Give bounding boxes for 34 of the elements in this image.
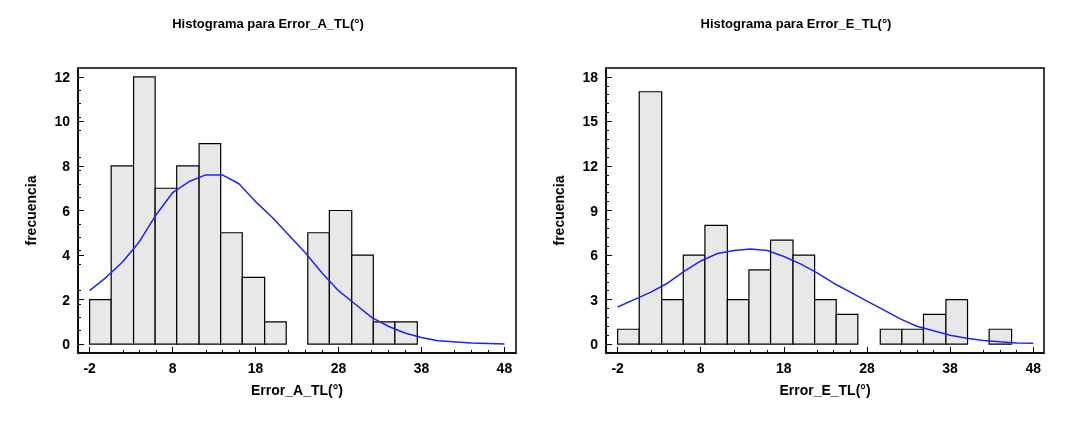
y-tick-label: 6 [590, 247, 599, 264]
y-tick-label: 8 [62, 157, 71, 174]
x-tick-label: 18 [776, 360, 792, 376]
x-tick-label: -2 [83, 360, 97, 376]
chart-title: Histograma para Error_E_TL(°) [700, 16, 892, 31]
x-axis-title: Error_E_TL(°) [779, 382, 871, 398]
chart-title: Histograma para Error_A_TL(°) [172, 16, 364, 31]
y-tick-label: 0 [62, 336, 71, 353]
x-tick-label: 8 [696, 360, 705, 376]
x-axis-title: Error_A_TL(°) [251, 382, 343, 398]
y-tick-label: 3 [590, 291, 599, 308]
x-tick-label: 28 [330, 360, 347, 376]
y-tick-label: 12 [582, 157, 599, 174]
y-axis-title: frecuencia [551, 175, 567, 246]
y-tick-label: 12 [54, 68, 71, 85]
line-series [616, 248, 1034, 345]
x-tick-label: 8 [168, 360, 177, 376]
line-series [88, 174, 506, 345]
x-tick-label: 38 [413, 360, 430, 376]
x-tick-label: 48 [1025, 360, 1042, 376]
y-tick-label: 18 [582, 68, 599, 85]
y-tick-label: 6 [62, 202, 71, 219]
y-tick-label: 9 [590, 202, 599, 219]
y-tick-label: 15 [582, 113, 599, 130]
x-tick-label: 28 [859, 360, 875, 376]
x-tick-label: -2 [611, 360, 625, 376]
y-tick-label: 4 [62, 247, 71, 264]
y-tick-label: 0 [590, 336, 599, 353]
x-tick-label: 48 [496, 360, 513, 376]
y-tick-label: 10 [54, 113, 71, 130]
x-tick-label: 18 [247, 360, 264, 376]
x-tick-label: 38 [942, 360, 959, 376]
y-tick-label: 2 [62, 291, 71, 308]
y-axis-title: frecuencia [23, 175, 39, 246]
